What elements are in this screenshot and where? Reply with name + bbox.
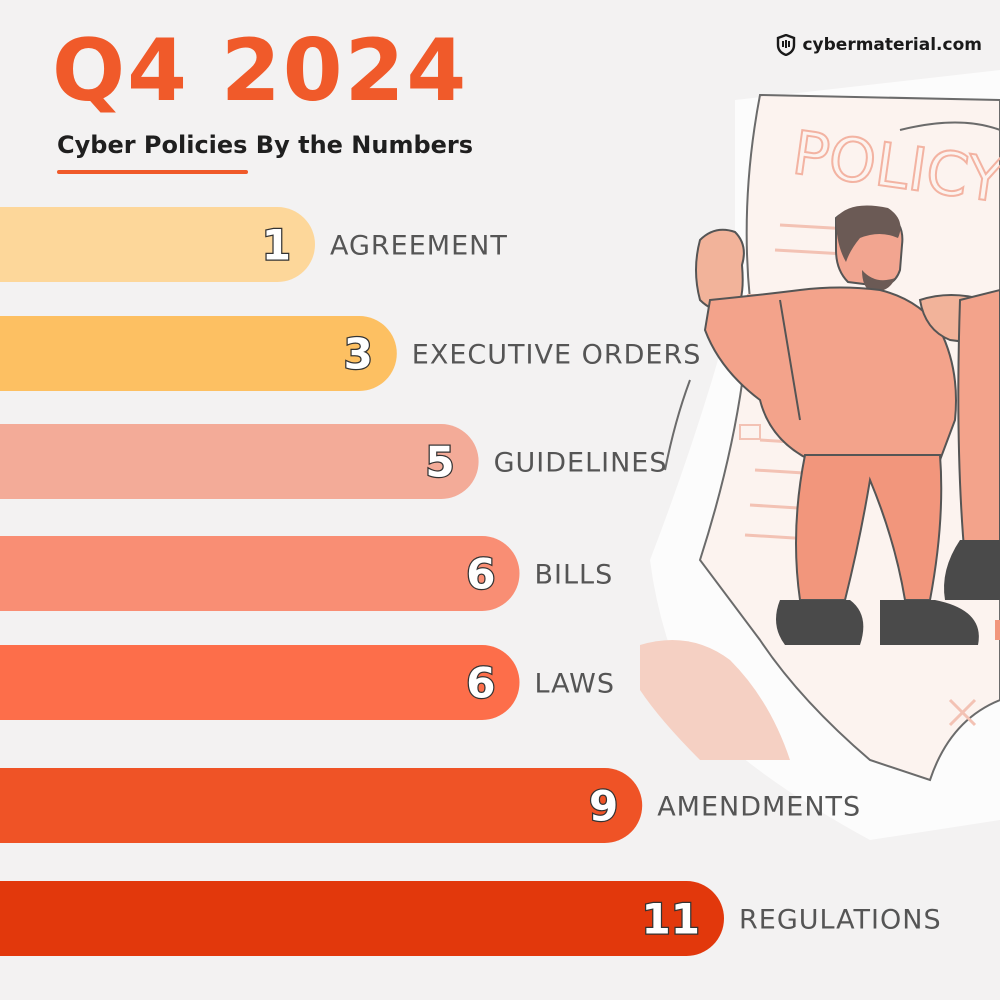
bar-value-label: 1 [262, 221, 291, 270]
brand-name: cybermaterial.com [802, 35, 982, 55]
second-person-illustration [944, 288, 1000, 640]
category-label: GUIDELINES [494, 448, 668, 479]
category-label: EXECUTIVE ORDERS [412, 340, 702, 371]
bar [0, 536, 520, 611]
bar-row: 1 AGREEMENT [0, 207, 508, 282]
brand-logo: cybermaterial.com [776, 34, 982, 56]
bar [0, 768, 643, 843]
bar-value-label: 11 [642, 895, 700, 944]
bar-value-label: 9 [589, 782, 618, 831]
bar [0, 424, 479, 499]
shield-icon [777, 34, 796, 56]
bar-row: 3 EXECUTIVE ORDERS [0, 316, 702, 391]
bar [0, 207, 315, 282]
bar [0, 316, 397, 391]
subtitle-underline [57, 170, 248, 174]
category-label: AGREEMENT [330, 231, 508, 262]
bar-row: 5 GUIDELINES [0, 424, 668, 499]
page-subtitle: Cyber Policies By the Numbers [57, 131, 474, 159]
category-label: BILLS [535, 560, 614, 591]
bar-row: 9 AMENDMENTS [0, 768, 861, 843]
category-label: AMENDMENTS [657, 792, 861, 823]
bar-row: 6 LAWS [0, 645, 616, 720]
bar-value-label: 3 [344, 330, 373, 379]
bar-row: 6 BILLS [0, 536, 614, 611]
bar-value-label: 6 [466, 550, 495, 599]
category-label: LAWS [535, 669, 616, 700]
category-label: REGULATIONS [739, 905, 942, 936]
bar [0, 645, 520, 720]
page-title: Q4 2024 [52, 21, 469, 121]
bar-value-label: 5 [425, 438, 454, 487]
bar-row: 11 REGULATIONS [0, 881, 942, 956]
bar-value-label: 6 [466, 659, 495, 708]
bar [0, 881, 724, 956]
